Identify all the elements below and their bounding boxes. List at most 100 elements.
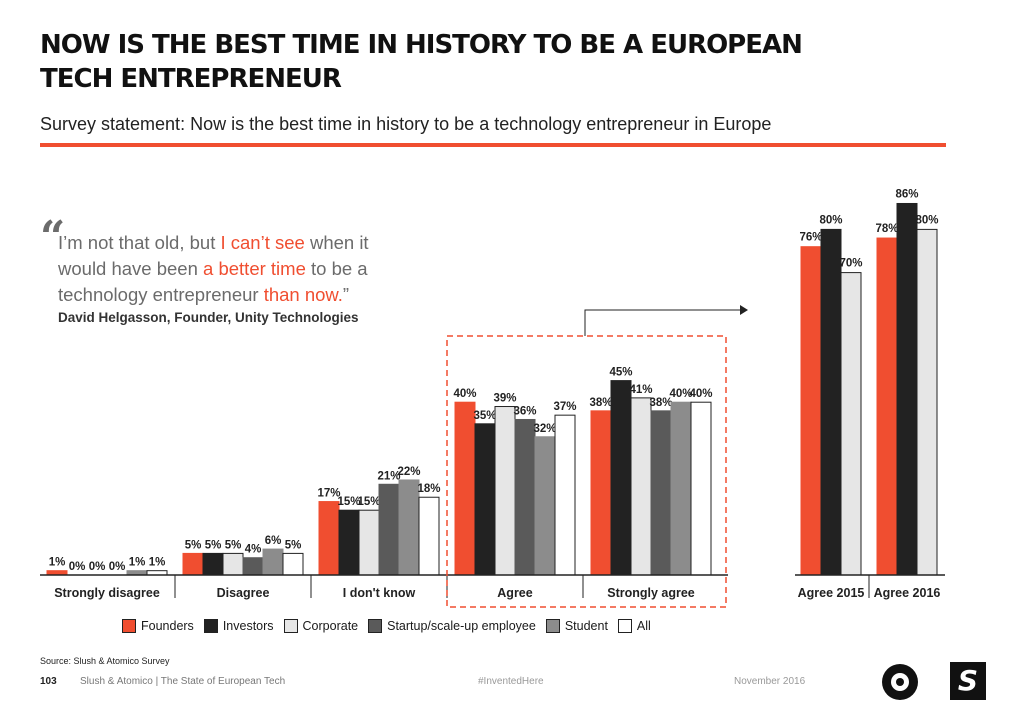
data-label: 78% [875, 223, 898, 235]
bar-all [418, 496, 440, 576]
bar-founders [590, 410, 612, 576]
legend-swatch [203, 619, 218, 633]
quote-mark-icon: “ [40, 212, 66, 263]
quote-part-highlight: I can’t see [220, 232, 305, 253]
quote-part: when it would have been [58, 232, 369, 279]
bar-investors [820, 228, 842, 576]
bar-corporate [358, 509, 380, 576]
data-label: 1% [149, 557, 166, 569]
quote-author: David Helgasson, Founder, Unity Technolo… [58, 310, 359, 325]
data-label: 39% [493, 393, 516, 405]
bar-investors [610, 380, 632, 576]
data-label: 1% [129, 557, 146, 569]
bar-startup-scale-up-employee [242, 557, 264, 576]
data-label: 70% [839, 258, 862, 270]
data-label: 0% [69, 561, 86, 573]
bar-corporate [222, 552, 244, 576]
highlight-box [446, 335, 727, 608]
title-divider [40, 143, 946, 147]
bar-startup-scale-up-employee [514, 418, 536, 576]
data-label: 35% [473, 410, 496, 422]
legend-label: All [636, 619, 651, 633]
bar-corporate [494, 406, 516, 576]
data-label: 1% [49, 557, 66, 569]
s-logo-icon: S [950, 662, 986, 700]
quote-text: I’m not that old, but I can’t see when i… [58, 230, 418, 308]
quote-part-highlight: than now. [263, 284, 343, 305]
category-label: Strongly agree [607, 586, 695, 600]
bar-student [262, 548, 284, 576]
bar-founders [318, 501, 340, 576]
legend-swatch [545, 619, 560, 633]
legend-item-corporate: Corporate [283, 619, 358, 633]
category-label: Agree 2015 [798, 586, 865, 600]
data-label: 15% [337, 496, 360, 508]
data-label: 18% [417, 483, 440, 495]
data-label: 40% [689, 388, 712, 400]
data-label: 5% [185, 539, 202, 551]
data-label: 22% [397, 466, 420, 478]
page-title: NOW IS THE BEST TIME IN HISTORY TO BE A … [40, 30, 803, 94]
bar-student [534, 436, 556, 576]
data-label: 80% [915, 214, 938, 226]
bar-student [670, 401, 692, 576]
page-subtitle: Survey statement: Now is the best time i… [40, 114, 772, 134]
bar-corporate [630, 397, 652, 576]
bar-founders [800, 246, 822, 576]
data-label: 86% [895, 188, 918, 200]
quote-part: ” [342, 284, 350, 305]
bar-corporate [916, 228, 938, 576]
category-label: Agree [497, 586, 532, 600]
target-logo-icon [882, 664, 918, 700]
arrow-head-icon [740, 305, 748, 315]
data-label: 0% [89, 561, 106, 573]
data-label: 76% [799, 232, 822, 244]
data-label: 32% [533, 423, 556, 435]
data-label: 21% [377, 470, 400, 482]
legend-label: Startup/scale-up employee [387, 619, 536, 633]
source-note: Source: Slush & Atomico Survey [40, 656, 170, 666]
data-label: 38% [589, 397, 612, 409]
bar-corporate [840, 272, 862, 576]
legend-swatch [283, 619, 298, 633]
data-label: 6% [265, 535, 282, 547]
data-label: 5% [225, 539, 242, 551]
legend-swatch [368, 619, 383, 633]
bar-investors [896, 202, 918, 576]
legend-item-startup-employee: Startup/scale-up employee [368, 619, 536, 633]
data-label: 40% [669, 388, 692, 400]
bar-all [554, 414, 576, 576]
data-label: 5% [285, 539, 302, 551]
legend-label: Founders [141, 619, 194, 633]
category-label: Disagree [217, 586, 270, 600]
category-label: Agree 2016 [874, 586, 941, 600]
bar-founders [182, 552, 204, 576]
data-label: 40% [453, 388, 476, 400]
hashtag: #InventedHere [478, 676, 544, 687]
publish-date: November 2016 [734, 676, 806, 687]
quote-part: I’m not that old, but [58, 232, 221, 253]
legend-item-founders: Founders [122, 619, 194, 633]
page-number: 103 [40, 676, 57, 687]
data-label: 36% [513, 405, 536, 417]
publication-name: Slush & Atomico | The State of European … [80, 676, 286, 687]
quote-part-highlight: a better time [203, 258, 306, 279]
data-label: 45% [609, 367, 632, 379]
data-label: 4% [245, 544, 262, 556]
bar-founders [876, 237, 898, 576]
bar-all [282, 552, 304, 576]
category-label: Strongly disagree [54, 586, 160, 600]
category-label: I don't know [343, 586, 416, 600]
legend-item-all: All [617, 619, 651, 633]
bar-all [690, 401, 712, 576]
chart-legend: Founders Investors Corporate Startup/sca… [122, 619, 661, 633]
legend-label: Student [564, 619, 608, 633]
bar-investors [474, 423, 496, 576]
data-label: 17% [317, 488, 340, 500]
legend-swatch [122, 619, 136, 633]
data-label: 41% [629, 384, 652, 396]
data-label: 15% [357, 496, 380, 508]
data-label: 37% [553, 401, 576, 413]
bracket-line [584, 309, 740, 336]
